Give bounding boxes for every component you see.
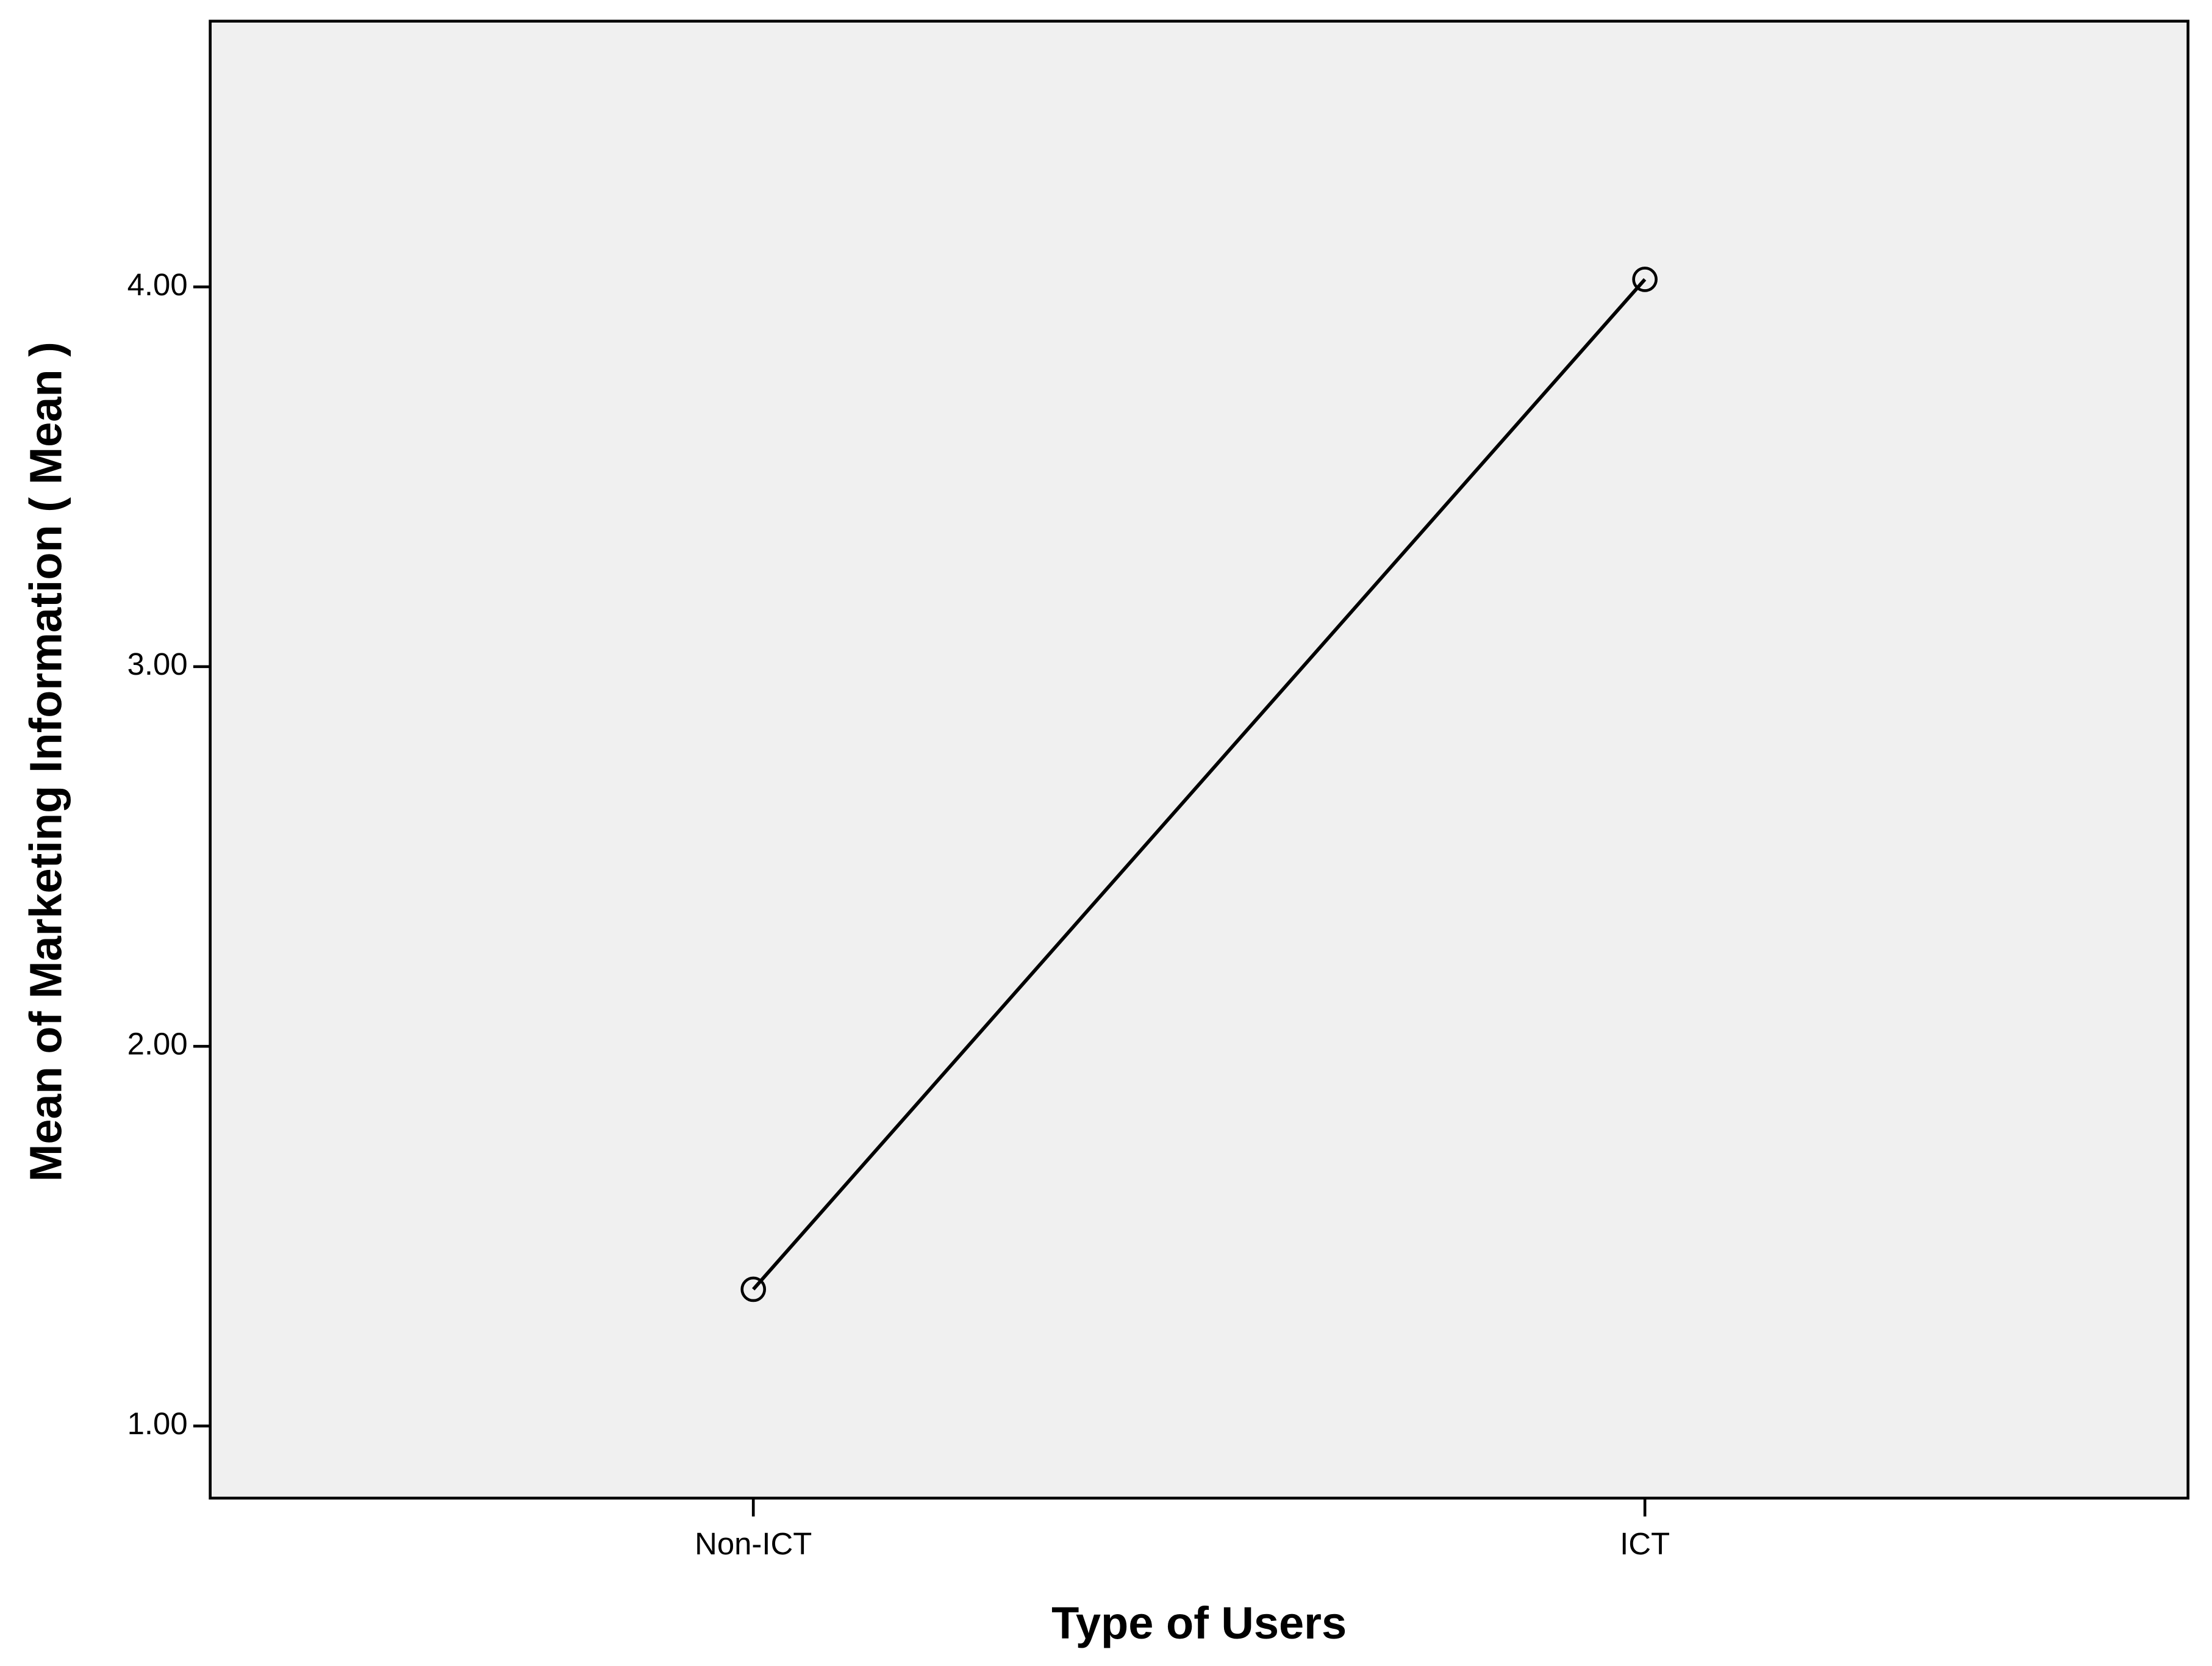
x-axis-title: Type of Users — [1051, 1598, 1347, 1648]
y-tick-label: 1.00 — [127, 1406, 188, 1441]
x-tick-label: ICT — [1620, 1526, 1670, 1561]
x-tick-label: Non-ICT — [695, 1526, 812, 1561]
y-axis-title: Mean of Marketing Information ( Mean ) — [20, 342, 71, 1182]
y-tick-label: 2.00 — [127, 1027, 188, 1061]
line — [752, 278, 1647, 1291]
plot-area — [209, 20, 2189, 1500]
y-tick-label: 4.00 — [127, 267, 188, 302]
marker — [1632, 267, 1658, 292]
y-tick-label: 3.00 — [127, 647, 188, 681]
marker — [740, 1276, 767, 1302]
